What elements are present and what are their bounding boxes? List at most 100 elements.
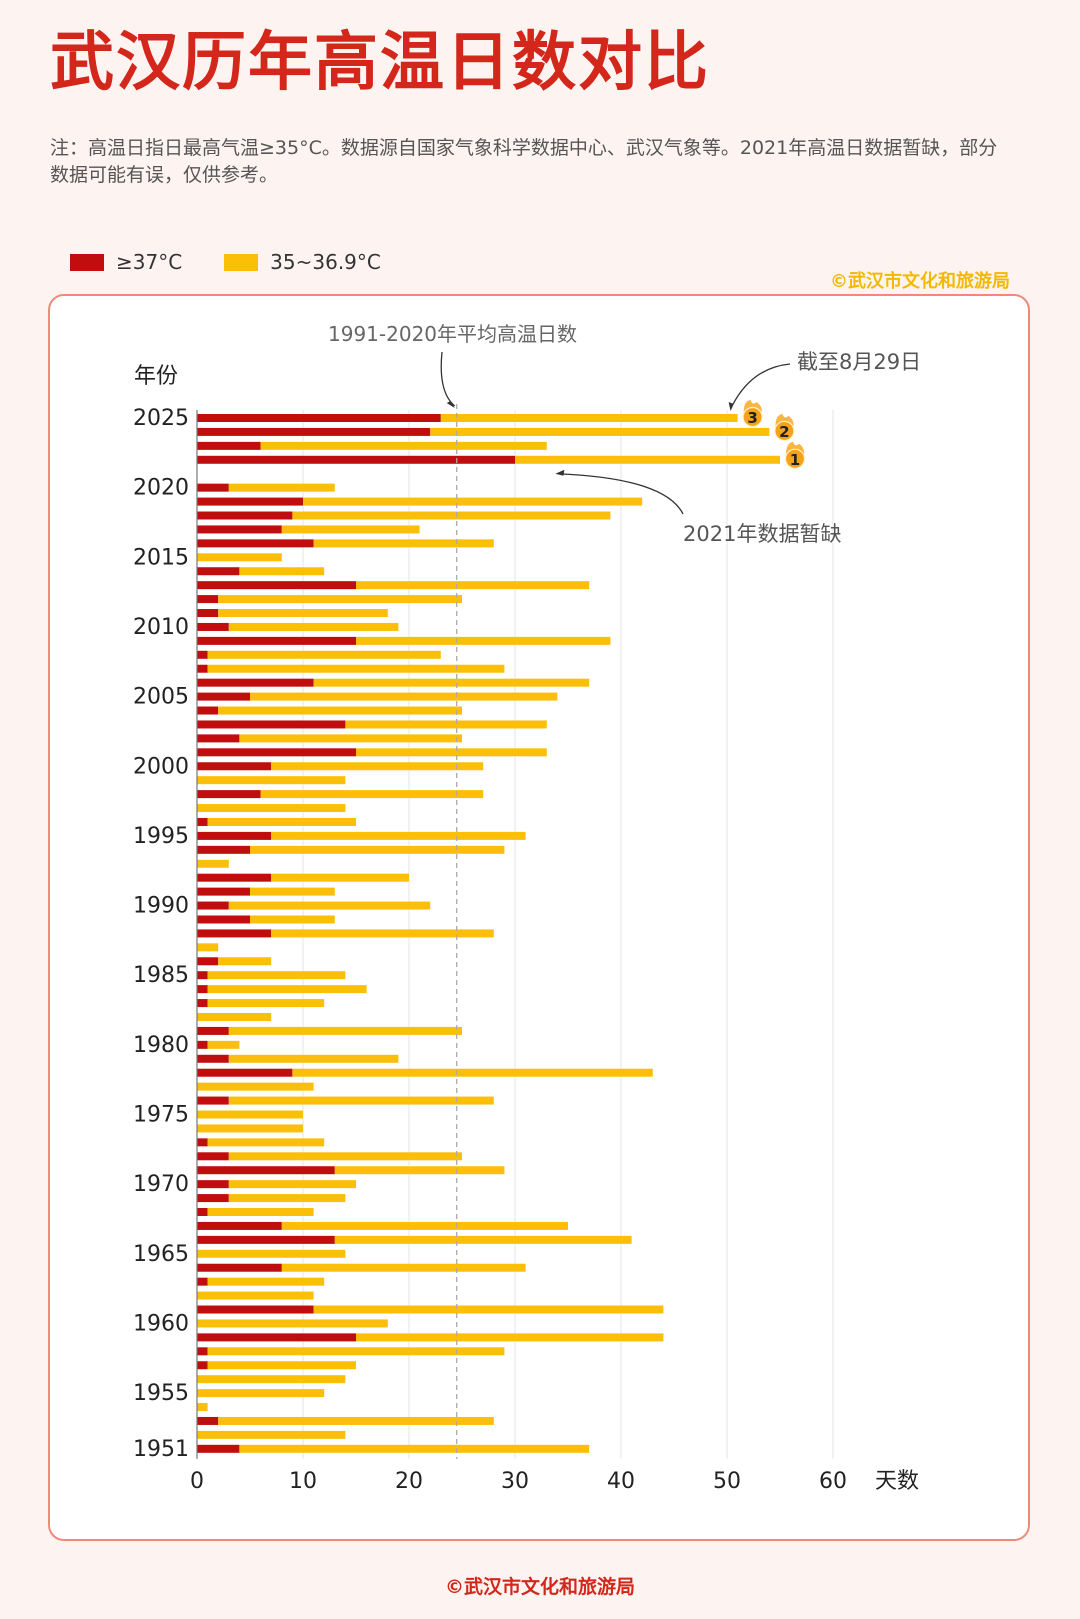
bar-ge37-2018: [197, 511, 293, 520]
bar-35-36-1979: [228, 1054, 399, 1063]
bar-ge37-1968: [197, 1208, 208, 1217]
bar-35-36-2008: [207, 650, 441, 659]
bar-35-36-1989: [250, 915, 335, 924]
bar-ge37-1996: [197, 817, 208, 826]
bar-35-36-1964: [281, 1263, 526, 1272]
bar-ge37-1980: [197, 1040, 208, 1049]
bar-35-36-1998: [260, 790, 484, 799]
bar-35-36-2013: [356, 581, 590, 590]
bar-ge37-1966: [197, 1235, 335, 1244]
bar-ge37-2020: [197, 483, 229, 492]
x-axis-label: 天数: [875, 1469, 919, 1494]
y-tick-2020: 2020: [133, 476, 189, 501]
bar-35-36-1973: [207, 1138, 325, 1147]
y-tick-1995: 1995: [133, 824, 189, 849]
bar-35-36-1981: [228, 1026, 462, 1035]
legend-label-ge37: ≥37°C: [116, 250, 183, 274]
annotation-2021: 2021年数据暂缺: [683, 522, 841, 546]
x-tick-20: 20: [395, 1469, 423, 1494]
y-tick-2005: 2005: [133, 685, 189, 710]
bar-35-36-1999: [197, 776, 346, 785]
bar-35-36-2002: [239, 734, 462, 743]
bar-ge37-1988: [197, 929, 272, 938]
annotation-2025-arrow: [730, 363, 791, 410]
page-title: 武汉历年高温日数对比: [50, 26, 710, 100]
bar-35-36-2017: [281, 525, 420, 534]
bar-35-36-1978: [292, 1068, 653, 1077]
bar-ge37-2007: [197, 664, 208, 673]
bar-35-36-1963: [207, 1277, 325, 1286]
bar-35-36-2024: [430, 427, 770, 436]
bar-35-36-1986: [218, 957, 272, 966]
bar-35-36-1951: [239, 1444, 590, 1453]
bar-35-36-1969: [228, 1194, 346, 1203]
bar-ge37-1976: [197, 1096, 229, 1105]
legend-swatch-yellow: [224, 253, 259, 271]
legend-item-ge37: ≥37°C: [70, 250, 182, 274]
bar-35-36-2018: [292, 511, 611, 520]
y-tick-2015: 2015: [133, 545, 189, 570]
y-tick-1985: 1985: [133, 963, 189, 988]
bar-ge37-1990: [197, 901, 229, 910]
legend-swatch-red: [70, 253, 104, 271]
bar-ge37-2017: [197, 525, 282, 534]
bar-35-36-1953: [218, 1416, 494, 1425]
bar-ge37-2009: [197, 636, 356, 645]
bar-35-36-2006: [313, 678, 590, 687]
y-tick-2025: 2025: [133, 406, 189, 431]
bar-ge37-1991: [197, 887, 250, 896]
bar-ge37-2008: [197, 650, 208, 659]
bar-35-36-2000: [271, 762, 484, 771]
x-tick-10: 10: [289, 1469, 317, 1494]
bar-35-36-1988: [271, 929, 494, 938]
bar-ge37-1959: [197, 1333, 356, 1342]
bar-35-36-1960: [197, 1319, 388, 1328]
bar-35-36-2007: [207, 664, 505, 673]
bar-ge37-1983: [197, 999, 208, 1008]
bar-35-36-1985: [207, 971, 346, 980]
bar-35-36-1965: [197, 1249, 346, 1258]
bar-ge37-2005: [197, 692, 250, 701]
bar-35-36-1980: [207, 1040, 240, 1049]
avg-line-label: 1991-2020年平均高温日数: [328, 322, 577, 346]
bar-35-36-1996: [207, 817, 356, 826]
annotation-2021-arrowhead: [555, 469, 565, 476]
x-tick-0: 0: [190, 1469, 204, 1494]
bar-35-36-1967: [281, 1221, 568, 1230]
bar-35-36-1976: [228, 1096, 494, 1105]
bar-35-36-2022: [515, 455, 780, 464]
bar-35-36-2020: [228, 483, 335, 492]
bar-35-36-1968: [207, 1208, 314, 1217]
legend-item-35-36: 35~36.9°C: [224, 250, 381, 274]
bar-35-36-1970: [228, 1180, 356, 1189]
bar-ge37-1992: [197, 873, 272, 882]
bar-35-36-1977: [197, 1082, 314, 1091]
bar-ge37-2016: [197, 539, 314, 548]
rank-badge-2: [774, 420, 795, 442]
bar-35-36-2009: [356, 636, 611, 645]
bar-ge37-2025: [197, 414, 441, 422]
bar-35-36-1997: [197, 804, 346, 813]
bar-ge37-2006: [197, 678, 314, 687]
bar-ge37-2000: [197, 762, 272, 771]
credit-top: ©武汉市文化和旅游局: [830, 271, 1010, 292]
bar-35-36-1971: [334, 1166, 505, 1175]
bar-ge37-1981: [197, 1026, 229, 1035]
bar-35-36-2003: [345, 720, 547, 729]
bar-35-36-2025: [440, 414, 738, 422]
bar-ge37-2004: [197, 706, 219, 715]
y-axis-label: 年份: [134, 364, 178, 389]
chart-note: 注：高温日指日最高气温≥35°C。数据源自国家气象科学数据中心、武汉气象等。20…: [50, 137, 998, 186]
rank-badge-1: [784, 448, 806, 469]
bar-ge37-2003: [197, 720, 346, 729]
bar-35-36-1975: [197, 1110, 303, 1119]
bar-ge37-1953: [197, 1416, 219, 1425]
bar-35-36-1962: [197, 1291, 314, 1300]
bar-ge37-2002: [197, 734, 240, 743]
bar-35-36-2012: [218, 595, 462, 604]
legend-label-35-36: 35~36.9°C: [270, 250, 381, 274]
bar-35-36-2004: [218, 706, 462, 715]
avg-arrow: [440, 351, 456, 407]
credit-bottom: ©武汉市文化和旅游局: [444, 1576, 635, 1598]
y-tick-1980: 1980: [133, 1033, 189, 1058]
